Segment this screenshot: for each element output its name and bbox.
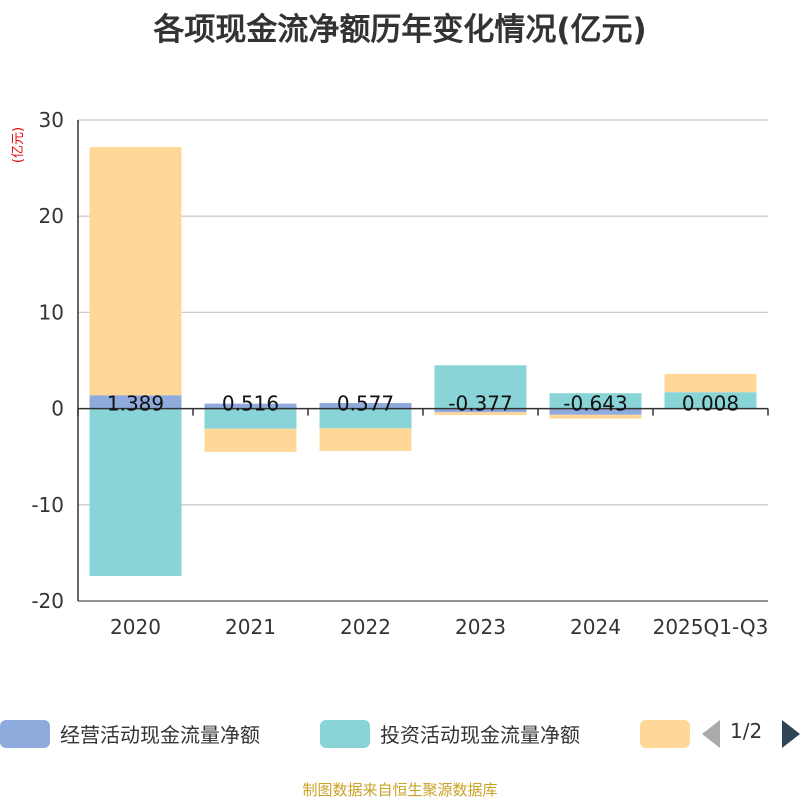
bar-series-0-2024[interactable]: [549, 408, 642, 415]
legend-swatch-investing: [320, 720, 370, 748]
bar-series-1-2021[interactable]: [204, 408, 297, 429]
x-tick-label: 2024: [570, 615, 621, 639]
legend-page-indicator: 1/2: [730, 719, 763, 743]
bar-series-0-2023[interactable]: [434, 408, 527, 413]
legend-label-operating: 经营活动现金流量净额: [60, 723, 260, 747]
axes-layer: 30 20 10 0 -10 -20 2020 2021 2022 2023 2024 2025Q1-…: [31, 108, 769, 639]
bar-series-1-2025Q1-Q3[interactable]: [664, 392, 757, 409]
legend-prev-page-icon[interactable]: [702, 720, 720, 748]
bars-layer: [89, 147, 757, 576]
y-tick-label: 20: [39, 204, 64, 228]
y-tick-label: -10: [31, 493, 64, 517]
bar-series-0-2022[interactable]: [319, 403, 412, 409]
x-tick-label: 2020: [110, 615, 161, 639]
y-tick-label: 0: [51, 397, 64, 421]
bar-series-1-2020[interactable]: [89, 408, 182, 576]
data-label: 0.008: [682, 392, 739, 416]
legend-swatch-third-series: [640, 720, 690, 748]
data-label: 0.516: [222, 392, 279, 416]
bar-series-2-2023[interactable]: [434, 412, 527, 416]
bar-series-2-2025Q1-Q3[interactable]: [664, 373, 757, 393]
bar-series-0-2021[interactable]: [204, 403, 297, 409]
legend: 经营活动现金流量净额 投资活动现金流量净额: [0, 714, 800, 754]
bar-series-2-2020[interactable]: [89, 147, 182, 396]
grid-lines: [78, 119, 768, 602]
data-label: 0.577: [337, 392, 394, 416]
legend-swatch-operating: [0, 720, 50, 748]
bar-series-2-2021[interactable]: [204, 428, 297, 452]
data-labels-layer: 1.389 0.516 0.577 -0.377 -0.643 0.008: [107, 392, 739, 416]
y-tick-label: -20: [31, 589, 64, 613]
bar-series-1-2022[interactable]: [319, 408, 412, 429]
data-label: -0.643: [563, 392, 627, 416]
data-label: -0.377: [448, 392, 512, 416]
legend-label-investing: 投资活动现金流量净额: [380, 723, 580, 747]
chart-title: 各项现金流净额历年变化情况(亿元): [153, 12, 647, 48]
y-tick-label: 10: [39, 300, 64, 324]
bar-series-2-2024[interactable]: [549, 414, 642, 419]
bar-series-0-2020[interactable]: [89, 395, 182, 409]
data-label: 1.389: [107, 392, 164, 416]
legend-next-page-icon[interactable]: [782, 720, 800, 748]
bar-series-1-2024[interactable]: [549, 393, 642, 409]
y-axis-label: (亿元): [11, 127, 26, 163]
y-tick-label: 30: [39, 108, 64, 132]
x-tick-label: 2022: [340, 615, 391, 639]
x-tick-label: 2025Q1-Q3: [653, 615, 769, 639]
x-tick-label: 2021: [225, 615, 276, 639]
x-tick-label: 2023: [455, 615, 506, 639]
bar-series-1-2023[interactable]: [434, 365, 527, 409]
source-footer: 制图数据来自恒生聚源数据库: [302, 781, 498, 799]
bar-series-2-2022[interactable]: [319, 428, 412, 451]
